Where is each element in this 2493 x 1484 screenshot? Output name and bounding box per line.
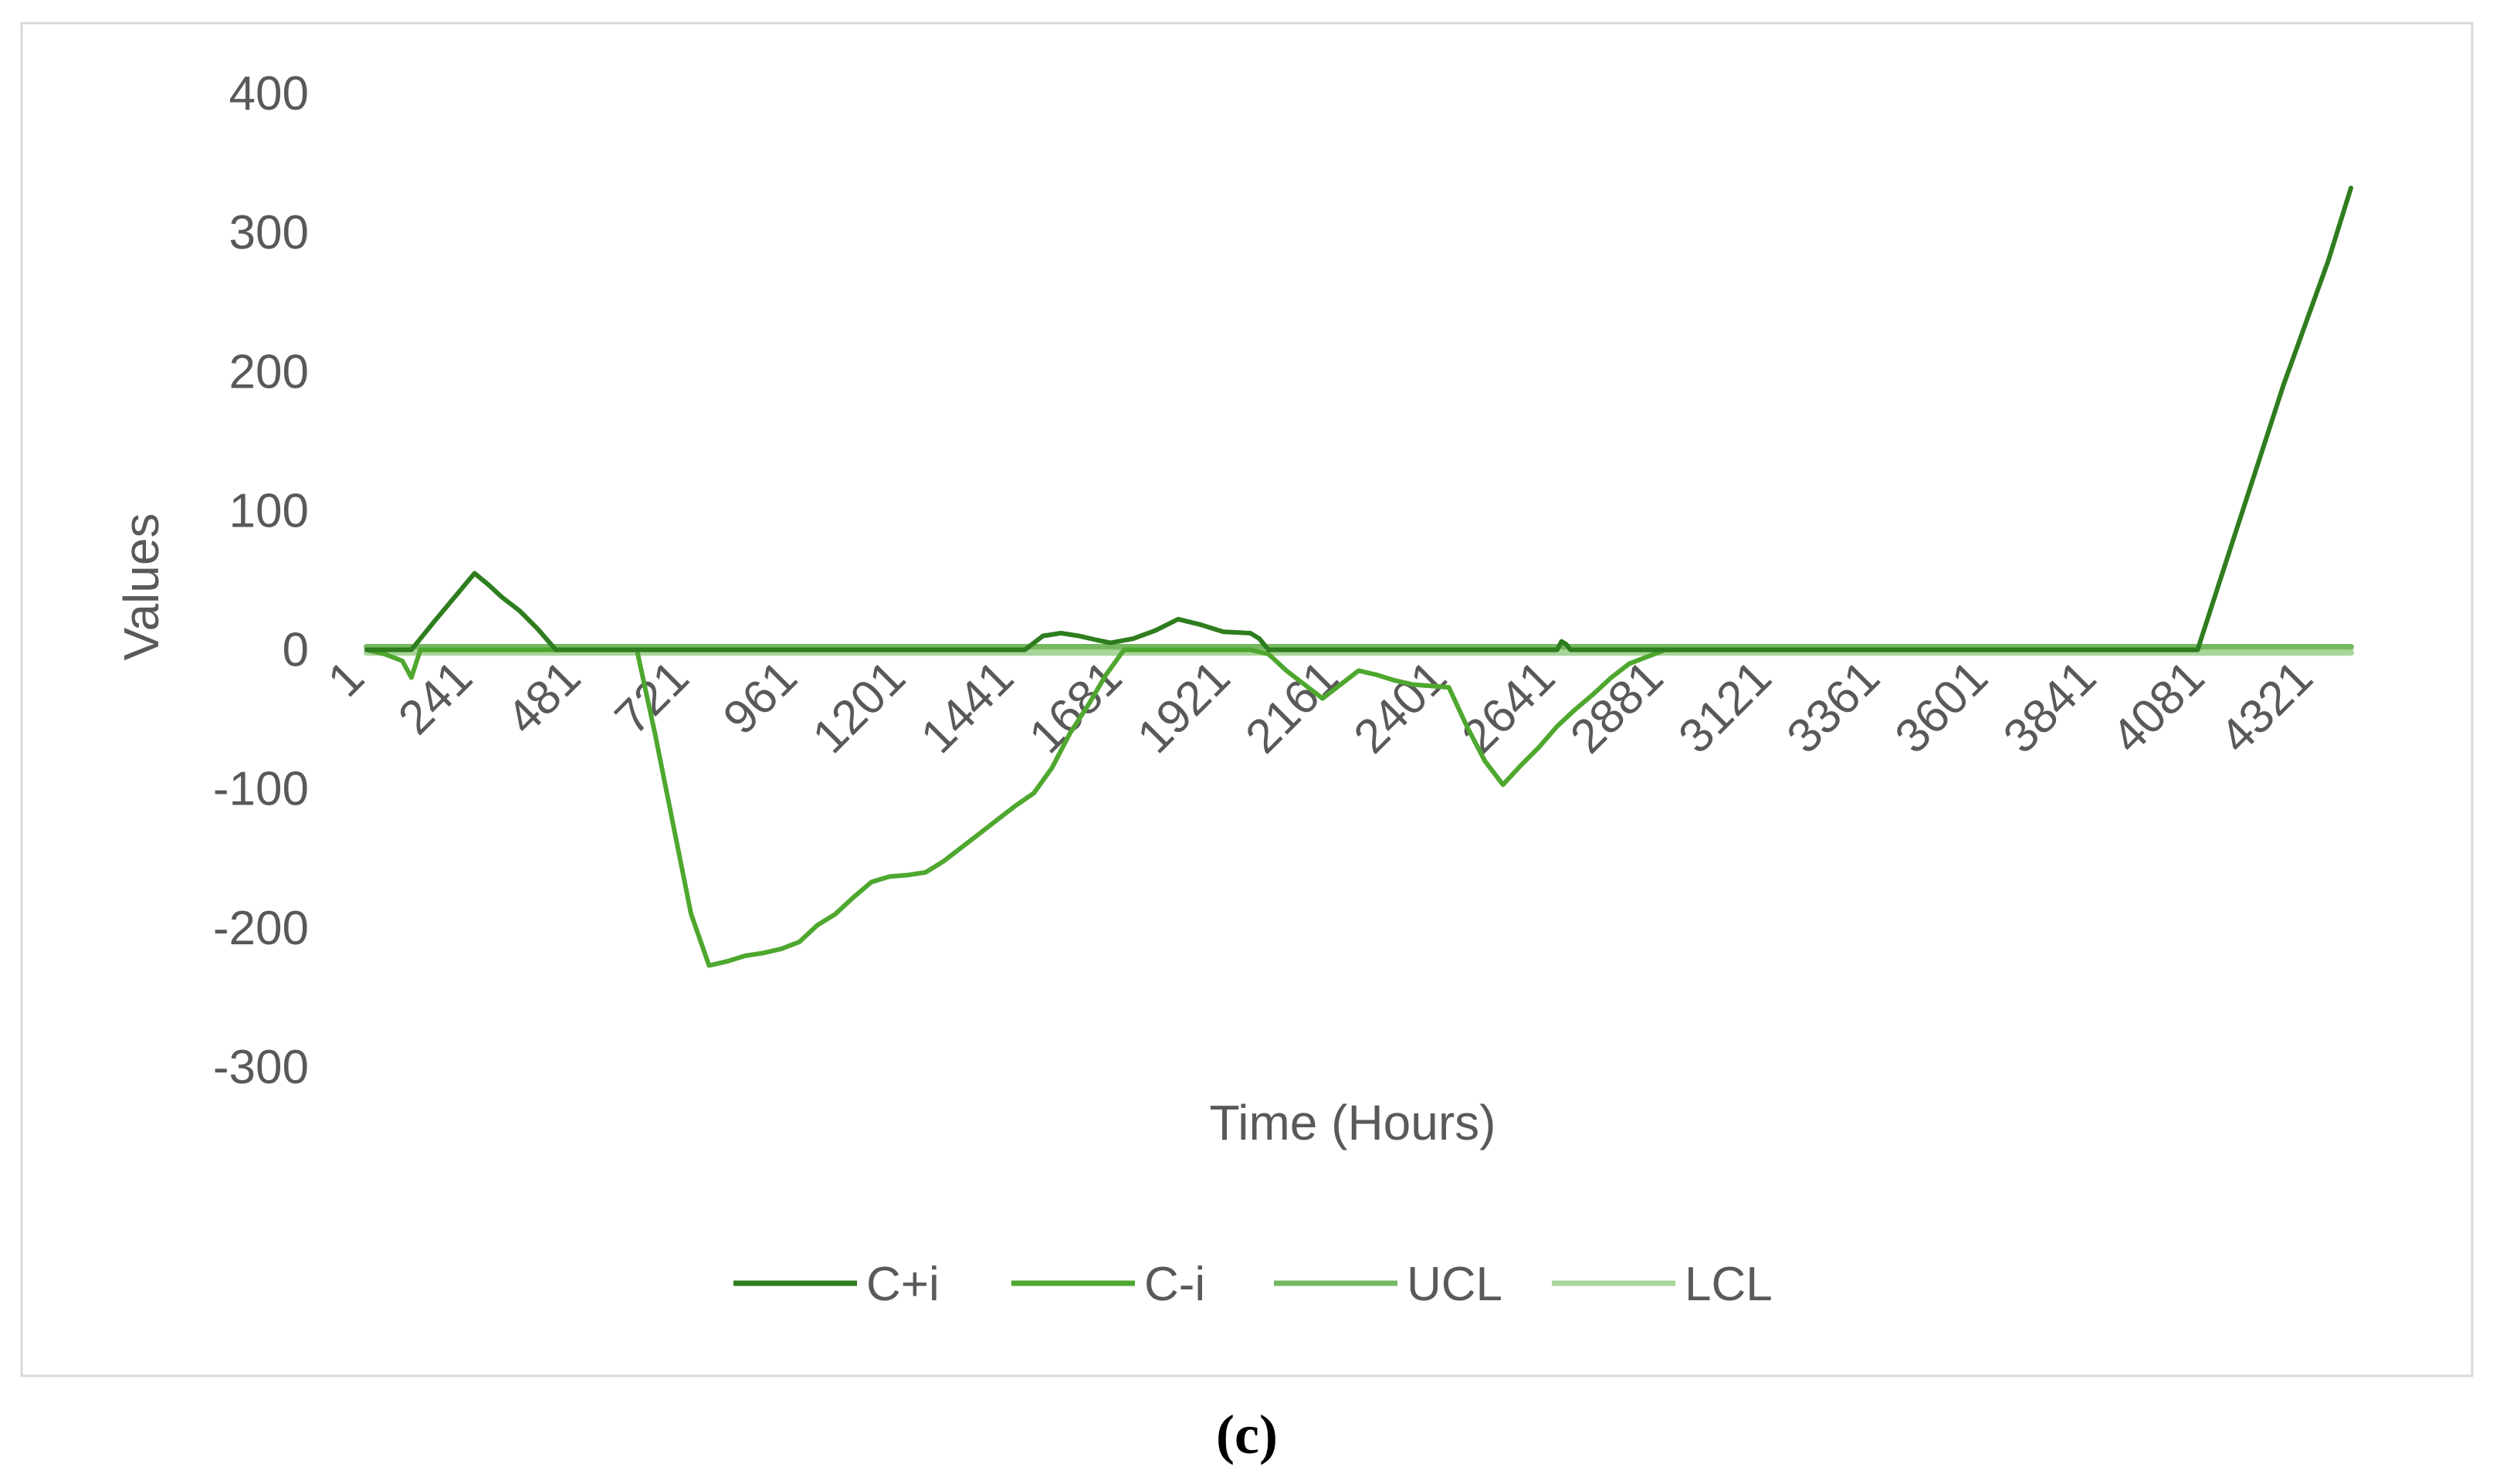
y-tick-label: -100 (213, 763, 309, 816)
y-tick-label: 0 (283, 624, 309, 677)
x-axis-label: Time (Hours) (1210, 1095, 1496, 1150)
y-tick-label: -300 (213, 1041, 309, 1094)
y-tick-label: 200 (229, 345, 309, 398)
legend: C+i C-i UCL LCL (733, 1258, 1773, 1311)
series-line-c-i (364, 647, 1677, 968)
series-lines (364, 185, 2354, 968)
legend-label: C-i (1144, 1258, 1205, 1311)
legend-label: LCL (1685, 1258, 1773, 1311)
figure-caption: (c) (1216, 1404, 1278, 1465)
legend-label: C+i (866, 1258, 940, 1311)
y-tick-label: 100 (229, 484, 309, 537)
series-line-c-i (364, 185, 2353, 652)
y-tick-label: 300 (229, 206, 309, 259)
y-axis-label: Values (113, 513, 169, 661)
chart-frame (20, 22, 2474, 1377)
y-tick-labels: -300 -200 -100 0 100 200 300 400 (213, 67, 309, 1094)
legend-label: UCL (1407, 1258, 1502, 1311)
y-tick-label: -200 (213, 902, 309, 955)
y-tick-label: 400 (229, 67, 309, 120)
